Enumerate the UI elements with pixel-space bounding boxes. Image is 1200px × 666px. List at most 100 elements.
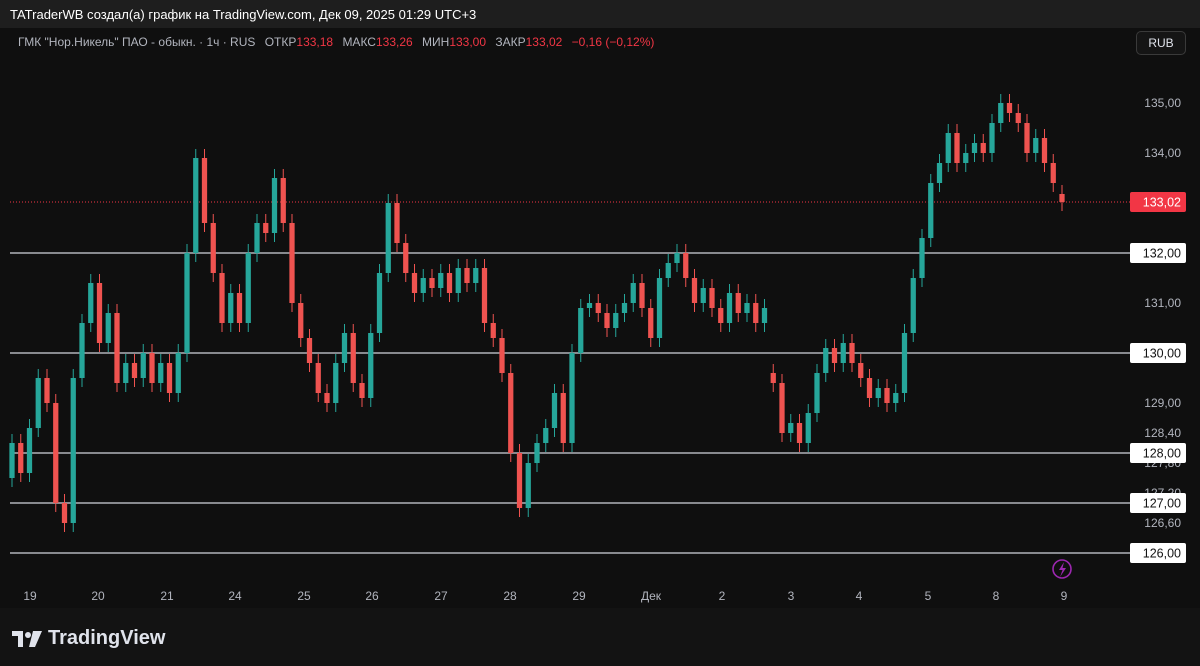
candle-body <box>53 403 59 503</box>
x-tick-label: 20 <box>91 589 105 603</box>
tradingview-logo-icon <box>12 630 42 647</box>
candle-body <box>280 178 286 223</box>
candle-body <box>184 253 190 353</box>
candle-body <box>210 223 216 273</box>
candle-body <box>823 348 829 373</box>
level-label: 132,00 <box>1143 247 1181 261</box>
currency-button[interactable]: RUB <box>1136 31 1186 55</box>
candle-body <box>735 293 741 313</box>
candle-body <box>779 383 785 433</box>
low-value: 133,00 <box>449 35 487 49</box>
candle-body <box>604 313 610 328</box>
high-label: МАКС <box>342 35 376 49</box>
x-tick-label: 27 <box>434 589 448 603</box>
candle-body <box>1059 194 1065 202</box>
current-price-label: 133,02 <box>1143 196 1181 210</box>
candle-body <box>551 393 558 428</box>
y-tick-label: 134,00 <box>1144 146 1181 160</box>
candle-body <box>481 268 488 323</box>
x-tick-label: 8 <box>993 589 1000 603</box>
candle-body <box>35 378 41 428</box>
candle-body <box>324 393 330 403</box>
candle-body <box>315 363 321 393</box>
candle-body <box>499 338 505 373</box>
candle-body <box>368 333 374 398</box>
candle-body <box>910 278 916 333</box>
candle-body <box>989 123 995 153</box>
candle-body <box>26 428 33 473</box>
candle-body <box>945 133 951 163</box>
candle-body <box>446 273 453 293</box>
candle-body <box>236 293 243 323</box>
candle-body <box>70 378 76 523</box>
candle-body <box>490 323 496 338</box>
candle-body <box>131 363 138 378</box>
candle-body <box>796 423 803 443</box>
candle-body <box>831 348 838 363</box>
tradingview-logo[interactable]: TradingView <box>12 627 165 650</box>
candle-body <box>919 238 925 278</box>
candle-body <box>1041 138 1048 163</box>
brand-name: TradingView <box>48 627 166 649</box>
close-value: 133,02 <box>525 35 563 49</box>
x-tick-label: 29 <box>572 589 586 603</box>
candle-body <box>543 428 549 443</box>
symbol-name: ГМК "Нор.Никель" ПАО - обыкн. · 1ч · RUS <box>18 35 256 49</box>
candle-body <box>140 353 146 378</box>
candle-body <box>341 333 348 363</box>
candle-body <box>1015 113 1021 123</box>
candle-body <box>149 353 155 383</box>
x-tick-label: 28 <box>503 589 517 603</box>
level-label: 127,00 <box>1143 497 1181 511</box>
candle-body <box>613 313 619 328</box>
candle-body <box>464 268 470 283</box>
candle-body <box>350 333 356 383</box>
candle-body <box>9 443 15 478</box>
lightning-icon[interactable] <box>1052 559 1072 579</box>
candle-body <box>394 203 400 243</box>
candle-body <box>691 278 698 303</box>
candle-body <box>665 263 671 278</box>
candle-body <box>385 203 391 273</box>
candle-body <box>201 158 208 223</box>
symbol-legend: ГМК "Нор.Никель" ПАО - обыкн. · 1ч · RUS… <box>18 35 654 49</box>
candle-body <box>1006 103 1013 113</box>
x-tick-label: 21 <box>160 589 174 603</box>
candle-body <box>674 253 680 263</box>
candle-body <box>814 373 820 413</box>
candle-body <box>630 283 636 303</box>
author-caption: TATraderWB создал(а) график на TradingVi… <box>10 7 477 22</box>
x-tick-label: 5 <box>925 589 932 603</box>
candle-body <box>376 273 383 333</box>
candle-body <box>858 363 864 378</box>
x-tick-label: 3 <box>788 589 795 603</box>
candle-body <box>175 353 181 393</box>
y-tick-label: 131,00 <box>1144 296 1181 310</box>
candle-body <box>683 253 689 278</box>
candle-body <box>866 378 873 398</box>
candle-body <box>245 253 251 323</box>
price-chart[interactable]: 130,00 135,00 134,00 131,00 129,00 128,40 127,… <box>0 28 1200 608</box>
x-tick-label: 19 <box>23 589 37 603</box>
candle-body <box>403 243 409 273</box>
candle-body <box>158 363 164 383</box>
candle-body <box>525 463 531 508</box>
candle-body <box>44 378 50 403</box>
candle-body <box>105 313 111 343</box>
candle-body <box>578 308 584 353</box>
level-label: 130,00 <box>1143 347 1181 361</box>
candle-body <box>936 163 943 183</box>
y-tick-label: 135,00 <box>1144 96 1181 110</box>
level-label-box <box>1130 443 1186 463</box>
candle-body <box>621 303 628 313</box>
x-tick-label: 2 <box>719 589 726 603</box>
level-label-box <box>1130 543 1186 563</box>
candle-body <box>656 278 663 338</box>
y-tick-label: 128,40 <box>1144 426 1181 440</box>
candle-body <box>271 178 278 233</box>
x-tick-label: 26 <box>365 589 379 603</box>
candle-body <box>508 373 514 453</box>
x-tick-label: 25 <box>297 589 311 603</box>
candle-body <box>971 143 978 153</box>
level-label: 126,00 <box>1143 547 1181 561</box>
